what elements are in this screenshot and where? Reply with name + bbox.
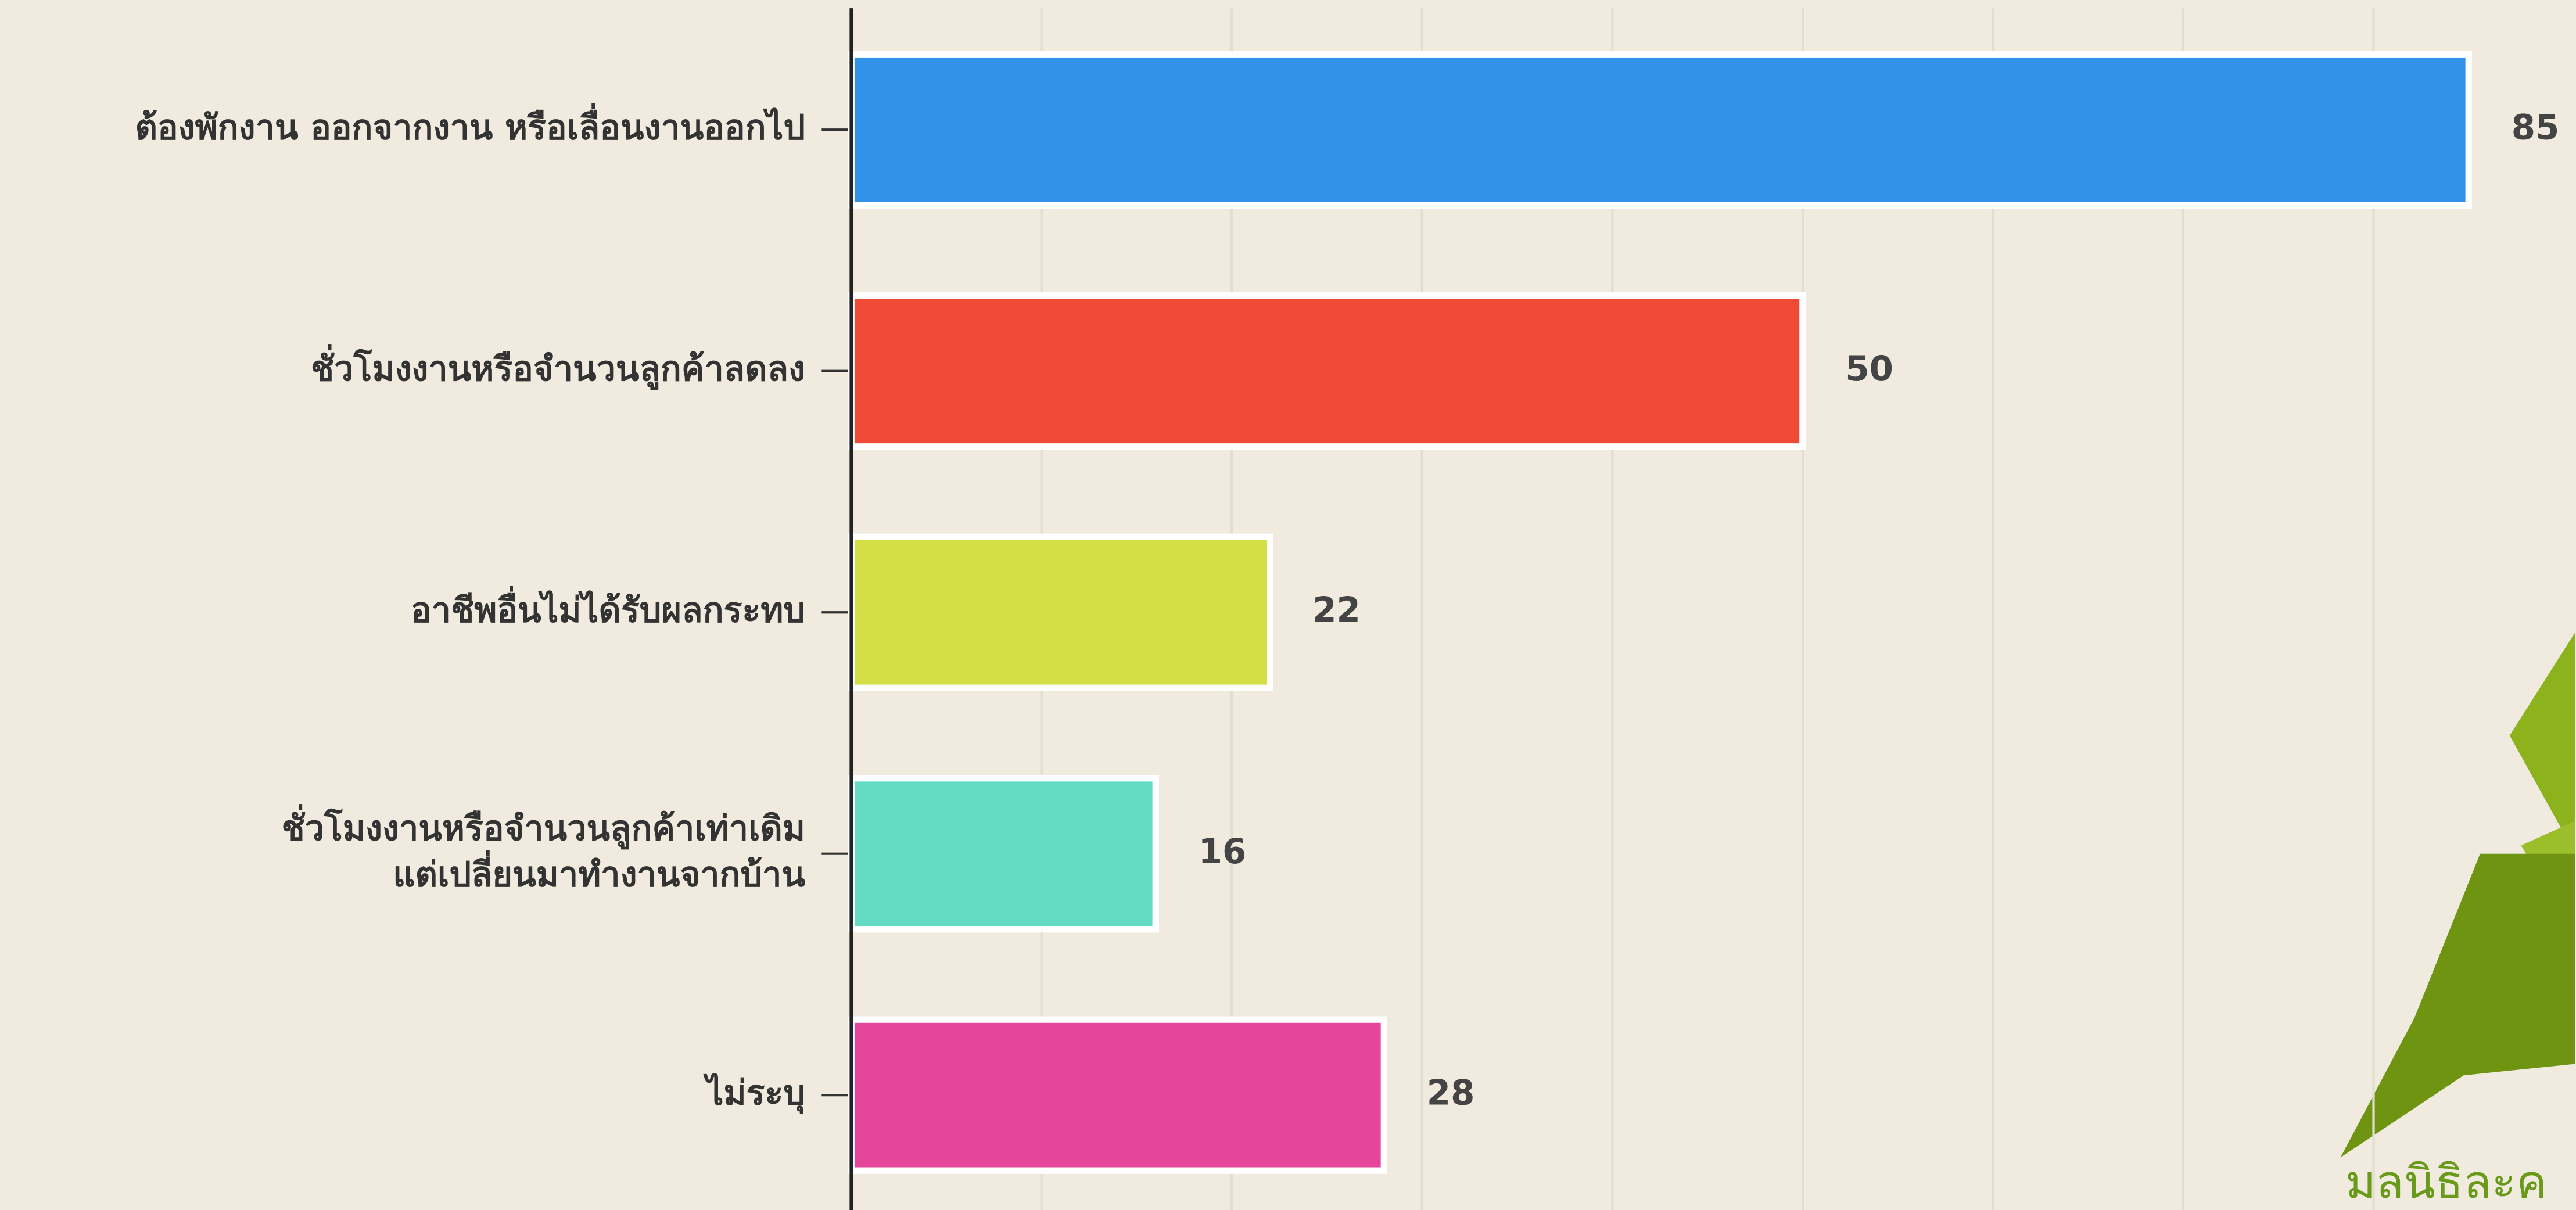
y-tick-label: ไม่ระบุ xyxy=(703,1072,805,1114)
y-tick-label: ชั่วโมงงานหรือจำนวนลูกค้าลดลง xyxy=(311,344,805,390)
logo: มลนิธิละค xyxy=(2340,632,2575,1209)
value-label: 16 xyxy=(1199,831,1247,871)
bar xyxy=(848,775,1159,933)
logo-leaf xyxy=(2340,853,2575,1158)
value-label: 28 xyxy=(1427,1072,1475,1112)
value-label: 22 xyxy=(1312,590,1361,630)
y-tick-label: ต้องพักงาน ออกจากงาน หรือเลื่อนงานออกไป xyxy=(135,103,805,147)
logo-leaf xyxy=(2509,632,2575,854)
logo-text: มลนิธิละค xyxy=(2345,1155,2547,1209)
bar xyxy=(848,292,1806,450)
bar xyxy=(848,533,1273,691)
y-tick-label: ชั่วโมงงานหรือจำนวนลูกค้าเท่าเดิมแต่เปลี… xyxy=(281,804,805,894)
value-label: 85 xyxy=(2512,107,2560,147)
value-label: 50 xyxy=(1845,349,1893,389)
bar xyxy=(848,1016,1387,1174)
y-tick-label: อาชีพอื่นไม่ได้รับผลกระทบ xyxy=(411,586,805,630)
bar xyxy=(848,51,2472,209)
